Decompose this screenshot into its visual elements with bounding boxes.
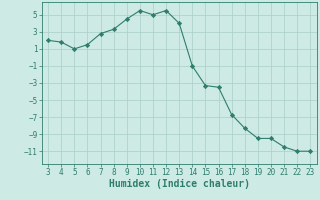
- X-axis label: Humidex (Indice chaleur): Humidex (Indice chaleur): [109, 179, 250, 189]
